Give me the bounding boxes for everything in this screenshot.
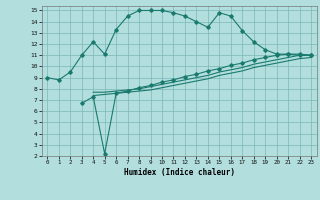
X-axis label: Humidex (Indice chaleur): Humidex (Indice chaleur) bbox=[124, 168, 235, 177]
